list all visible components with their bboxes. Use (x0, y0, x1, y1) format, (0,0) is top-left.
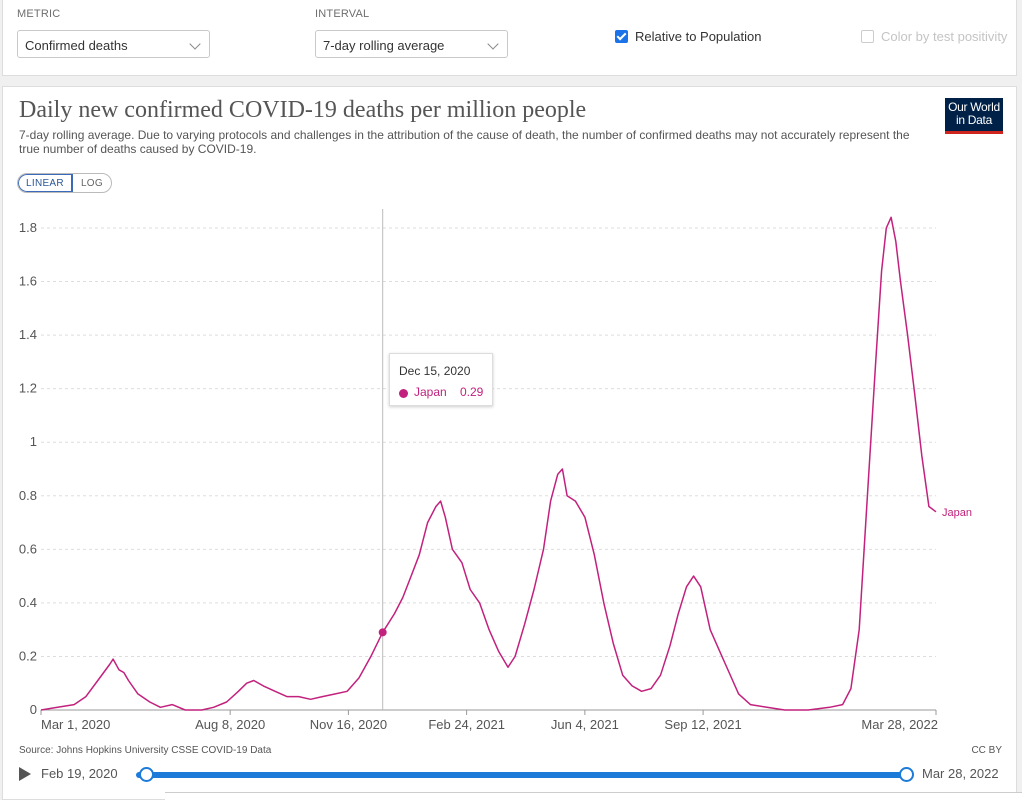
chevron-down-icon (487, 38, 499, 50)
y-tick-label: 1 (30, 434, 37, 449)
x-axis: Mar 1, 2020 Aug 8, 2020 Nov 16, 2020 Feb 24… (40, 710, 938, 732)
tooltip-date: Dec 15, 2020 (399, 364, 471, 378)
relative-population-label: Relative to Population (635, 29, 762, 44)
checkbox-unchecked-icon[interactable] (861, 30, 874, 43)
controls-bar: METRIC Confirmed deaths INTERVAL 7-day r… (2, 0, 1017, 76)
y-tick-label: 1.6 (19, 274, 37, 289)
timeline: Feb 19, 2020 Mar 28, 2022 (3, 763, 1018, 787)
y-tick-label: 0.4 (19, 595, 37, 610)
series-layer: Japan (40, 216, 972, 711)
play-icon[interactable] (19, 767, 31, 781)
checkbox-checked-icon[interactable] (615, 30, 628, 43)
x-tick-label: Feb 24, 2021 (428, 717, 505, 732)
interval-dropdown[interactable]: 7-day rolling average (315, 30, 508, 58)
timeline-start-handle[interactable] (139, 767, 154, 782)
color-by-positivity-label: Color by test positivity (881, 29, 1008, 44)
bottom-tabs (165, 792, 1022, 800)
y-tick-label: 0.2 (19, 648, 37, 663)
timeline-start-date: Feb 19, 2020 (41, 766, 118, 781)
chevron-down-icon (189, 38, 201, 50)
metric-dropdown-value: Confirmed deaths (25, 38, 128, 53)
grid (41, 227, 936, 711)
tooltip: Dec 15, 2020 Japan 0.29 (389, 353, 493, 406)
x-tick-label: Jun 4, 2021 (551, 717, 619, 732)
interval-dropdown-value: 7-day rolling average (323, 38, 445, 53)
tooltip-series-dot (399, 389, 408, 398)
scale-toggle: LINEAR LOG (17, 173, 112, 193)
y-tick-label: 1.2 (19, 381, 37, 396)
owid-logo[interactable]: Our World in Data (945, 98, 1003, 134)
y-tick-label: 0.8 (19, 488, 37, 503)
logo-line-2: in Data (956, 113, 992, 127)
scale-log-button[interactable]: LOG (80, 178, 103, 189)
timeline-track[interactable] (136, 772, 908, 778)
chart-title: Daily new confirmed COVID-19 deaths per … (19, 97, 587, 123)
x-tick-label: Aug 8, 2020 (195, 717, 265, 732)
chart-subtitle: 7-day rolling average. Due to varying pr… (19, 128, 910, 156)
series-end-label[interactable]: Japan (942, 507, 972, 519)
y-tick-label: 0.6 (19, 541, 37, 556)
metric-dropdown[interactable]: Confirmed deaths (17, 30, 210, 58)
source-note[interactable]: Source: Johns Hopkins University CSSE CO… (19, 745, 272, 756)
y-tick-label: 1.8 (19, 220, 37, 235)
highlight-point[interactable] (378, 628, 387, 637)
license-label[interactable]: CC BY (971, 745, 1002, 756)
x-tick-label: Mar 1, 2020 (41, 717, 110, 732)
logo-line-1: Our World (948, 100, 1000, 114)
chart-panel: Daily new confirmed COVID-19 deaths per … (2, 86, 1017, 800)
scale-linear-button[interactable]: LINEAR (18, 174, 73, 192)
y-tick-label: 1.4 (19, 327, 37, 342)
tooltip-value: 0.29 (460, 385, 484, 399)
y-axis: 0 0.2 0.4 0.6 0.8 1 1.2 1.4 1.6 1.8 (19, 220, 37, 717)
timeline-end-date: Mar 28, 2022 (922, 766, 999, 781)
y-tick-label: 0 (30, 702, 37, 717)
line-chart[interactable]: 0 0.2 0.4 0.6 0.8 1 1.2 1.4 1.6 1.8 Mar 1, 2020 Au… (3, 87, 1018, 747)
series-line-japan[interactable] (40, 216, 937, 711)
interval-label: INTERVAL (315, 8, 370, 20)
x-tick-label: Mar 28, 2022 (861, 717, 938, 732)
tooltip-entity: Japan (414, 385, 447, 399)
timeline-end-handle[interactable] (899, 767, 914, 782)
metric-label: METRIC (17, 8, 61, 20)
x-tick-label: Sep 12, 2021 (664, 717, 741, 732)
x-tick-label: Nov 16, 2020 (310, 717, 387, 732)
